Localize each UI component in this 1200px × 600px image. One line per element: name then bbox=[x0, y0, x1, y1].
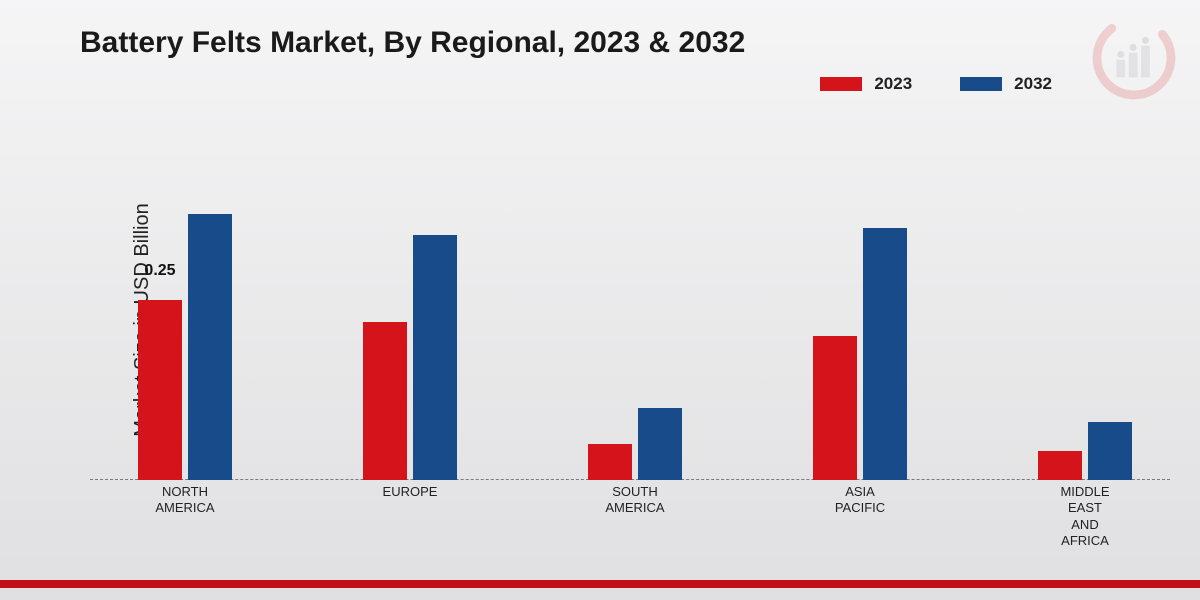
legend: 2023 2032 bbox=[820, 74, 1052, 94]
bar-2032 bbox=[188, 214, 232, 480]
legend-swatch-2032 bbox=[960, 77, 1002, 91]
bar-pair bbox=[363, 235, 457, 480]
bar-2032 bbox=[638, 408, 682, 480]
category-label-text: SOUTH AMERICA bbox=[565, 484, 705, 517]
plot-area: 0.25NORTH AMERICAEUROPESOUTH AMERICAASIA… bbox=[90, 120, 1170, 480]
category-label-text: ASIA PACIFIC bbox=[790, 484, 930, 517]
category-label-wrap: MIDDLE EAST AND AFRICA bbox=[1015, 484, 1155, 549]
legend-label-2023: 2023 bbox=[874, 74, 912, 94]
bar-2032 bbox=[863, 228, 907, 480]
bar-2032 bbox=[1088, 422, 1132, 480]
category-label-wrap: ASIA PACIFIC bbox=[790, 484, 930, 517]
category-label-wrap: SOUTH AMERICA bbox=[565, 484, 705, 517]
legend-item-2023: 2023 bbox=[820, 74, 912, 94]
category-label-wrap: NORTH AMERICA bbox=[115, 484, 255, 517]
chart-page: Battery Felts Market, By Regional, 2023 … bbox=[0, 0, 1200, 600]
category-label-wrap: EUROPE bbox=[340, 484, 480, 500]
bar-2023 bbox=[138, 300, 182, 480]
legend-item-2032: 2032 bbox=[960, 74, 1052, 94]
footer-band bbox=[0, 580, 1200, 588]
legend-swatch-2023 bbox=[820, 77, 862, 91]
bar-pair bbox=[138, 214, 232, 480]
bar-2023 bbox=[588, 444, 632, 480]
watermark-logo-icon bbox=[1090, 14, 1178, 107]
bar-pair bbox=[1038, 422, 1132, 480]
bar-pair bbox=[813, 228, 907, 480]
category-label-text: NORTH AMERICA bbox=[115, 484, 255, 517]
legend-label-2032: 2032 bbox=[1014, 74, 1052, 94]
category-label-text: EUROPE bbox=[340, 484, 480, 500]
bar-2023 bbox=[363, 322, 407, 480]
bar-pair bbox=[588, 408, 682, 480]
bar-2032 bbox=[413, 235, 457, 480]
chart-title: Battery Felts Market, By Regional, 2023 … bbox=[80, 26, 745, 60]
category-label-text: MIDDLE EAST AND AFRICA bbox=[1015, 484, 1155, 549]
bar-2023 bbox=[1038, 451, 1082, 480]
bar-2023 bbox=[813, 336, 857, 480]
